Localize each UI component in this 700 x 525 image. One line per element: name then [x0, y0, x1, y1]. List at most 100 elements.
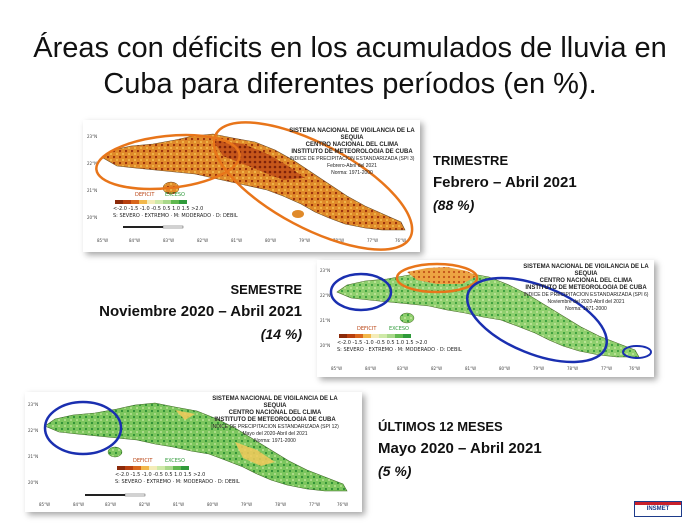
legend-deficit-label: DEFICIT [357, 326, 377, 332]
legend-exceso-label: EXCESO [165, 192, 185, 198]
caption-kind: TRIMESTRE [433, 153, 509, 168]
svg-text:82°W: 82°W [139, 502, 150, 507]
map-panel-semestre: 23°N 22°N 21°N 20°N 85°W 84°W 83°W 82°W 81°W 80… [317, 260, 654, 377]
svg-text:20°N: 20°N [28, 480, 38, 485]
map-semestre: 23°N 22°N 21°N 20°N 85°W 84°W 83°W 82°W 81°W 80… [317, 260, 654, 377]
map-header-line-1: SISTEMA NACIONAL DE VIGILANCIA DE LA SEQ… [523, 264, 649, 277]
deficit-ring-east [212, 121, 414, 251]
caption-12-meses: ÚLTIMOS 12 MESES Mayo 2020 – Abril 2021 … [378, 416, 542, 482]
svg-text:81°W: 81°W [465, 366, 476, 371]
isla-juventud [399, 312, 415, 324]
svg-text:78°W: 78°W [333, 238, 344, 243]
svg-text:22°N: 22°N [28, 428, 38, 433]
svg-text:79°W: 79°W [241, 502, 252, 507]
insmet-logo: INSMET [634, 501, 682, 517]
map-axis-labels: 23°N 22°N 21°N 20°N 85°W 84°W 83°W 82°W 81°W 80… [87, 134, 406, 243]
caption-semestre: SEMESTRE Noviembre 2020 – Abril 2021 (14… [40, 279, 302, 345]
svg-text:76°W: 76°W [337, 502, 348, 507]
excess-ring-west [43, 400, 123, 456]
caption-kind: ÚLTIMOS 12 MESES [378, 419, 503, 434]
svg-text:21°N: 21°N [28, 454, 38, 459]
insmet-logo-text: INSMET [646, 506, 670, 512]
caption-percent: (5 %) [378, 463, 412, 479]
map-header-line-1: SISTEMA NACIONAL DE VIGILANCIA DE LA SEQ… [212, 396, 338, 409]
svg-text:84°W: 84°W [73, 502, 84, 507]
svg-text:76°W: 76°W [395, 238, 406, 243]
svg-text:81°W: 81°W [173, 502, 184, 507]
map-trimestre: 23°N 22°N 21°N 20°N 85°W 84°W 83°W 82°W 81°W 80… [83, 120, 420, 252]
legend-exceso-label: EXCESO [165, 458, 185, 464]
legend-spi [85, 466, 189, 497]
map-subtitle: INDICE DE PRECIPITACION ESTANDARIZADA (S… [523, 292, 649, 298]
svg-text:78°W: 78°W [275, 502, 286, 507]
map-period: Noviembre del 2020-Abril del 2021 [547, 299, 625, 305]
svg-text:85°W: 85°W [39, 502, 50, 507]
svg-text:22°N: 22°N [320, 293, 330, 298]
map-header-line-2: CENTRO NACIONAL DEL CLIMA [228, 410, 322, 416]
caption-kind: SEMESTRE [230, 282, 302, 297]
map-axis-labels: 23°N 22°N 21°N 20°N 85°W 84°W 83°W 82°W 81°W 80… [320, 268, 640, 371]
map-header-line-3: INSTITUTO DE METEOROLOGIA DE CUBA [525, 285, 647, 291]
svg-text:82°W: 82°W [431, 366, 442, 371]
svg-text:23°N: 23°N [28, 402, 38, 407]
svg-text:79°W: 79°W [533, 366, 544, 371]
excess-ring-east [465, 276, 609, 364]
map-period: Mayo del 2020-Abril del 2021 [242, 431, 308, 437]
svg-text:81°W: 81°W [231, 238, 242, 243]
caption-trimestre: TRIMESTRE Febrero – Abril 2021 (88 %) [433, 150, 577, 216]
legend-ticks: <-2.0 -1.5 -1.0 -0.5 0.5 1.0 1.5 >2.0 [113, 206, 204, 212]
caption-period: Mayo 2020 – Abril 2021 [378, 440, 542, 457]
map-norm: Norma: 1971-2000 [331, 170, 373, 176]
caption-period: Febrero – Abril 2021 [433, 174, 577, 191]
legend-classes: S: SEVERO · EXTREMO · M: MODERADO · D: D… [113, 213, 238, 219]
svg-text:80°W: 80°W [265, 238, 276, 243]
map-header: SISTEMA NACIONAL DE VIGILANCIA DE LA SEQ… [288, 128, 416, 177]
legend-classes: S: SEVERO · EXTREMO · M: MODERADO · D: D… [115, 479, 240, 485]
map-header-line-2: CENTRO NACIONAL DEL CLIMA [305, 142, 399, 148]
map-subtitle: INDICE DE PRECIPITACION ESTANDARIZADA (S… [289, 156, 415, 162]
svg-text:82°W: 82°W [197, 238, 208, 243]
svg-text:83°W: 83°W [397, 366, 408, 371]
map-header-line-2: CENTRO NACIONAL DEL CLIMA [539, 278, 633, 284]
svg-text:20°N: 20°N [87, 215, 97, 220]
svg-text:22°N: 22°N [87, 161, 97, 166]
map-header-line-1: SISTEMA NACIONAL DE VIGILANCIA DE LA SEQ… [289, 128, 415, 141]
svg-text:79°W: 79°W [299, 238, 310, 243]
svg-text:80°W: 80°W [207, 502, 218, 507]
excess-ring-west [329, 272, 393, 312]
map-norm: Norma: 1971-2000 [565, 306, 607, 312]
svg-text:21°N: 21°N [320, 318, 330, 323]
slide-title-line-2: Cuba para diferentes períodos (en %). [103, 68, 597, 100]
map-panel-12-meses: 23°N 22°N 21°N 20°N 85°W 84°W 83°W 82°W 81°W 80… [25, 392, 362, 512]
legend-ticks: <-2.0 -1.5 -1.0 -0.5 0.5 1.0 1.5 >2.0 [115, 472, 206, 478]
deficit-ring-west [95, 133, 241, 191]
svg-text:85°W: 85°W [97, 238, 108, 243]
map-header-line-3: INSTITUTO DE METEOROLOGIA DE CUBA [291, 149, 413, 155]
excess-ring-tip [622, 345, 652, 359]
caption-percent: (88 %) [433, 197, 475, 213]
svg-text:77°W: 77°W [601, 366, 612, 371]
map-subtitle: INDICE DE PRECIPITACION ESTANDARIZADA (S… [211, 424, 339, 430]
legend-exceso-label: EXCESO [389, 326, 409, 332]
map-header: SISTEMA NACIONAL DE VIGILANCIA DE LA SEQ… [211, 396, 339, 445]
caption-period: Noviembre 2020 – Abril 2021 [99, 303, 302, 320]
map-12-meses: 23°N 22°N 21°N 20°N 85°W 84°W 83°W 82°W 81°W 80… [25, 392, 362, 512]
svg-text:76°W: 76°W [629, 366, 640, 371]
slide-title: Áreas con déficits en los acumulados de … [0, 30, 700, 102]
legend-spi [115, 200, 187, 229]
svg-text:77°W: 77°W [309, 502, 320, 507]
legend-classes: S: SEVERO · EXTREMO · M: MODERADO · D: D… [337, 347, 462, 353]
map-panel-trimestre: 23°N 22°N 21°N 20°N 85°W 84°W 83°W 82°W 81°W 80… [83, 120, 420, 252]
legend-deficit-label: DEFICIT [135, 192, 155, 198]
svg-text:84°W: 84°W [129, 238, 140, 243]
map-header: SISTEMA NACIONAL DE VIGILANCIA DE LA SEQ… [522, 264, 650, 313]
svg-text:84°W: 84°W [365, 366, 376, 371]
deficit-ring-center [395, 262, 479, 294]
legend-spi [339, 334, 411, 338]
svg-text:77°W: 77°W [367, 238, 378, 243]
caption-percent: (14 %) [260, 326, 302, 342]
slide-title-line-1: Áreas con déficits en los acumulados de … [33, 32, 667, 64]
map-period: Febrero-Abril del 2021 [327, 163, 377, 169]
map-header-line-3: INSTITUTO DE METEOROLOGIA DE CUBA [214, 417, 336, 423]
svg-text:83°W: 83°W [163, 238, 174, 243]
